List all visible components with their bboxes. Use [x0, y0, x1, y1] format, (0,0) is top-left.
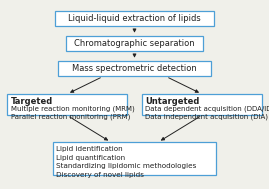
Bar: [53, 142, 216, 175]
Text: Multiple reaction monitoring (MRM): Multiple reaction monitoring (MRM): [11, 105, 135, 112]
Text: Discovery of novel lipids: Discovery of novel lipids: [56, 172, 144, 178]
Bar: [58, 61, 211, 76]
Text: Data dependent acquisition (DDA/IDA): Data dependent acquisition (DDA/IDA): [146, 105, 269, 112]
Text: Lipid quantification: Lipid quantification: [56, 155, 126, 161]
Text: Chromatographic separation: Chromatographic separation: [74, 39, 195, 48]
Bar: [66, 36, 203, 51]
Text: Mass spectrometric detection: Mass spectrometric detection: [72, 64, 197, 73]
Bar: [55, 11, 214, 26]
Text: Liquid-liquid extraction of lipids: Liquid-liquid extraction of lipids: [68, 14, 201, 23]
Bar: [142, 94, 262, 115]
Text: Lipid identification: Lipid identification: [56, 146, 123, 152]
Text: Data independent acquisition (DIA): Data independent acquisition (DIA): [146, 114, 268, 120]
Bar: [7, 94, 127, 115]
Text: Targeted: Targeted: [11, 97, 53, 106]
Text: Untargeted: Untargeted: [146, 97, 200, 106]
Text: Standardizing lipidomic methodologies: Standardizing lipidomic methodologies: [56, 163, 197, 169]
Text: Parallel reaction monitoring (PRM): Parallel reaction monitoring (PRM): [11, 114, 130, 120]
